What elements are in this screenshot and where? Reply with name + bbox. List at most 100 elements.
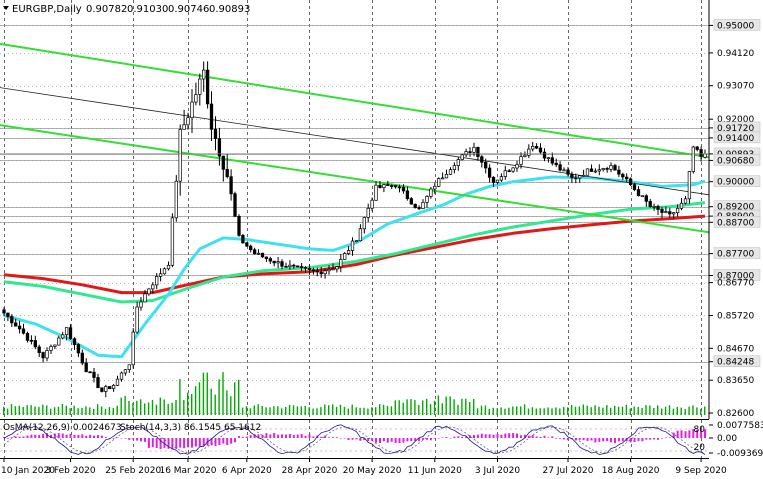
candle-body xyxy=(331,268,335,271)
volume-bar xyxy=(578,406,581,415)
osma-bar xyxy=(355,438,358,440)
candle-body xyxy=(358,228,363,242)
candle-body xyxy=(487,167,492,178)
volume-bar xyxy=(355,407,357,415)
candle-body xyxy=(49,346,53,351)
volume-bar xyxy=(684,409,686,415)
volume-bar xyxy=(375,407,377,415)
osma-bar xyxy=(281,434,283,438)
candle-body xyxy=(683,198,688,204)
price-tick-label: 0.92000 xyxy=(717,115,754,125)
osma-bar xyxy=(508,433,511,438)
volume-bar xyxy=(73,405,75,415)
candle-body xyxy=(386,184,390,186)
volume-bar xyxy=(38,406,40,415)
candle-body xyxy=(276,261,280,264)
candle-body xyxy=(29,339,34,342)
osma-bar xyxy=(402,438,405,443)
price-tick-label: 0.91400 xyxy=(717,134,754,144)
volume-bar xyxy=(120,397,122,415)
osma-bar xyxy=(50,434,52,438)
volume-bar xyxy=(42,404,44,415)
volume-bar xyxy=(574,406,577,415)
osma-bar xyxy=(629,438,632,443)
volume-bar xyxy=(433,400,436,415)
candle-body xyxy=(370,199,374,209)
volume-bar xyxy=(382,404,385,415)
candle-body xyxy=(672,212,676,215)
stoch-main-line xyxy=(3,424,706,456)
volume-bars xyxy=(3,372,706,415)
volume-bar xyxy=(426,398,428,415)
osma-bar xyxy=(692,429,695,438)
volume-bar xyxy=(700,408,702,415)
osma-bar xyxy=(441,437,444,438)
osma-bar xyxy=(132,438,135,440)
volume-bar xyxy=(3,406,5,415)
candle-body xyxy=(221,155,225,170)
osma-bar xyxy=(128,438,131,440)
volume-bar xyxy=(324,404,326,415)
osma-bar xyxy=(112,438,115,439)
osma-bar xyxy=(191,438,193,448)
price-tick-label: 0.90000 xyxy=(717,178,754,188)
candle-body xyxy=(139,301,143,308)
osma-bar xyxy=(606,438,609,442)
volume-bar xyxy=(672,408,675,415)
candle-body xyxy=(245,242,249,247)
candle-body xyxy=(484,161,488,169)
candle-body xyxy=(14,322,18,327)
volume-bar xyxy=(285,407,287,415)
osma-bar xyxy=(77,434,80,438)
volume-bar xyxy=(97,404,99,415)
candle-body xyxy=(53,344,57,347)
candle-body xyxy=(343,253,347,260)
candle-body xyxy=(92,371,96,378)
candle-body xyxy=(542,151,547,159)
osma-bar xyxy=(484,434,487,438)
volume-bar xyxy=(100,406,103,415)
candle-body xyxy=(444,173,449,179)
osma-bar xyxy=(547,437,550,438)
osma-bar xyxy=(257,434,260,438)
candle-body xyxy=(472,146,476,153)
candle-body xyxy=(335,266,339,270)
candle-body xyxy=(511,167,515,172)
candle-body xyxy=(679,202,684,209)
candle-body xyxy=(566,169,570,175)
price-tick-label: 0.94120 xyxy=(717,49,754,59)
candles xyxy=(2,61,707,398)
candle-body xyxy=(100,387,104,392)
osma-bar xyxy=(492,434,495,438)
osma-bar xyxy=(159,438,162,450)
osma-bar xyxy=(30,434,33,438)
osma-bar xyxy=(567,438,569,441)
osma-bar xyxy=(496,434,499,438)
volume-bar xyxy=(441,403,443,415)
osma-bar xyxy=(414,438,417,441)
candle-body xyxy=(476,146,480,158)
candle-body xyxy=(433,185,437,190)
candle-body xyxy=(613,165,617,171)
osma-bar xyxy=(461,436,464,438)
volume-bar xyxy=(664,406,667,415)
volume-bar xyxy=(241,407,244,415)
osma-bar xyxy=(230,438,233,444)
osma-bar xyxy=(590,438,593,441)
volume-bar xyxy=(261,406,263,415)
volume-bar xyxy=(418,405,420,415)
candle-body xyxy=(397,186,402,189)
volume-bar xyxy=(621,406,624,415)
osma-bar xyxy=(14,436,17,438)
collapse-triangle-icon[interactable] xyxy=(3,6,9,10)
volume-bar xyxy=(61,404,64,415)
volume-bar xyxy=(308,407,310,415)
volume-bar xyxy=(476,408,479,415)
candle-body xyxy=(570,173,574,179)
candle-body xyxy=(628,178,633,186)
candle-body xyxy=(644,195,648,202)
candle-body xyxy=(554,162,558,166)
volume-bar xyxy=(14,406,17,415)
